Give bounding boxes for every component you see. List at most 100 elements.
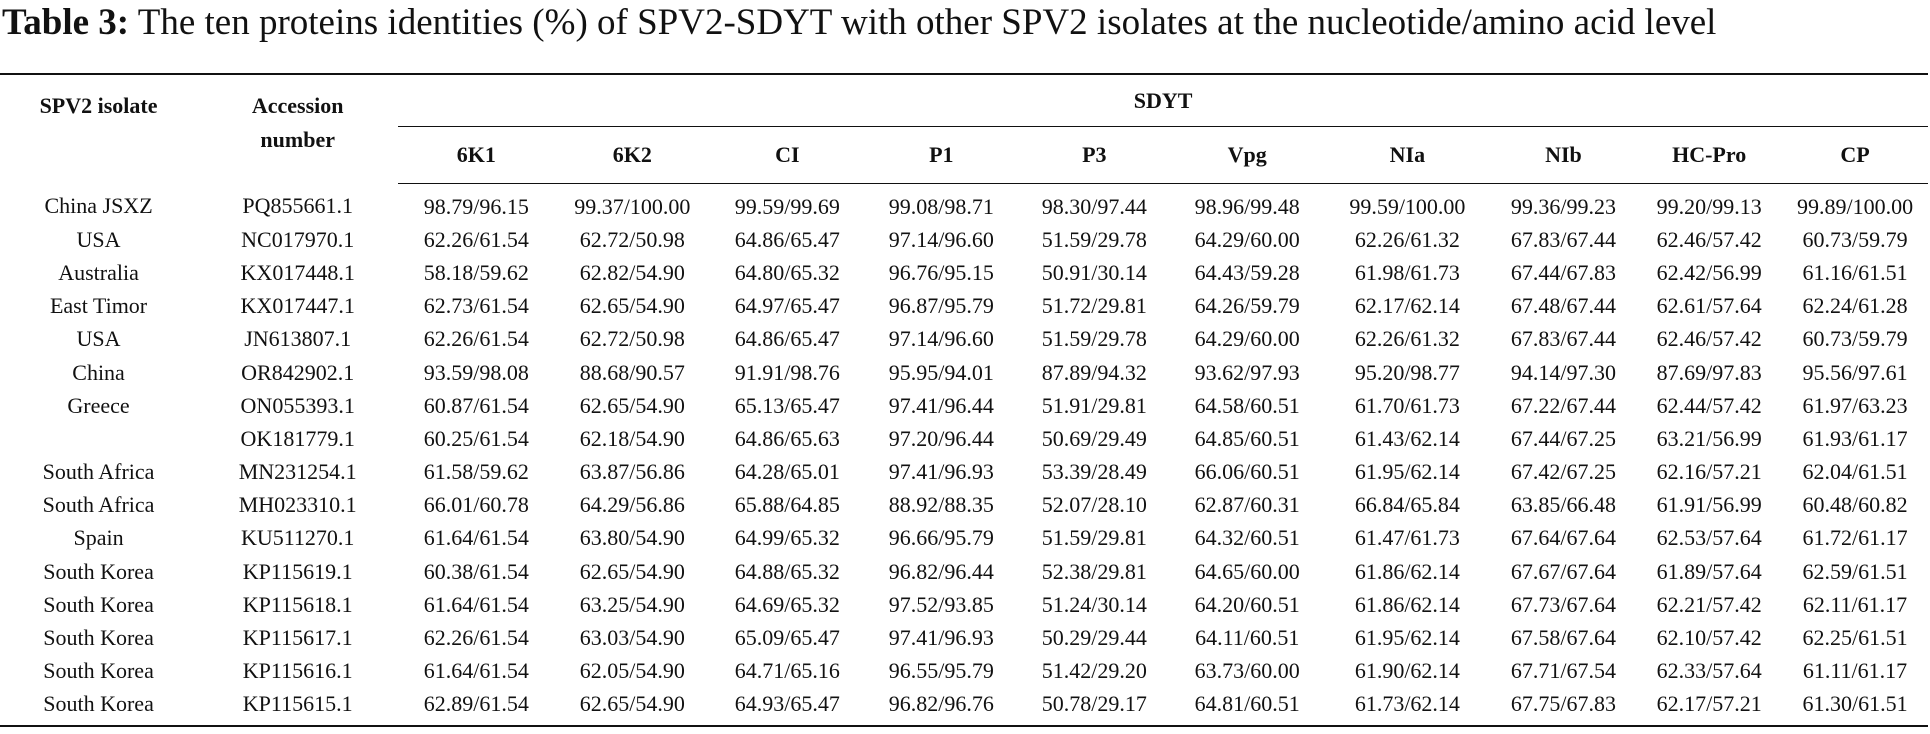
accession-cell: KX017448.1 xyxy=(240,259,355,285)
identity-value-cell: 67.67/67.64 xyxy=(1510,558,1616,584)
identity-value-cell: 67.73/67.64 xyxy=(1510,591,1616,617)
identity-value-cell: 61.86/62.14 xyxy=(1354,591,1460,617)
identity-value-cell: 64.20/60.51 xyxy=(1194,591,1300,617)
table-row: Spain KU511270.1 61.64/61.54 63.80/54.90 64.… xyxy=(0,522,1928,555)
identity-value-cell: 88.92/88.35 xyxy=(888,492,994,518)
isolate-cell: South Korea xyxy=(43,625,154,651)
identity-value-cell: 62.72/50.98 xyxy=(579,326,685,352)
identity-value-cell: 61.43/62.14 xyxy=(1354,425,1460,451)
identity-value-cell: 62.65/54.90 xyxy=(579,293,685,319)
identity-value-cell: 60.73/59.79 xyxy=(1802,226,1908,252)
identity-value-cell: 64.85/60.51 xyxy=(1194,425,1300,451)
accession-cell: PQ855661.1 xyxy=(242,193,353,219)
identity-value-cell: 64.29/60.00 xyxy=(1194,326,1300,352)
table-row: East Timor KX017447.1 62.73/61.54 62.65/54.… xyxy=(0,290,1928,323)
identity-value-cell: 62.65/54.90 xyxy=(579,691,685,717)
identity-value-cell: 98.79/96.15 xyxy=(423,193,529,219)
accession-cell: JN613807.1 xyxy=(244,326,352,352)
accession-cell: KU511270.1 xyxy=(240,525,355,551)
identity-value-cell: 64.43/59.28 xyxy=(1194,259,1300,285)
accession-cell: OK181779.1 xyxy=(240,425,355,451)
protein-column-header: Vpg xyxy=(1170,126,1325,184)
identity-value-cell: 96.66/95.79 xyxy=(888,525,994,551)
identity-value-cell: 61.16/61.51 xyxy=(1802,259,1908,285)
identity-value-cell: 62.65/54.90 xyxy=(579,392,685,418)
identity-value-cell: 67.71/67.54 xyxy=(1510,658,1616,684)
sdyt-group-header: SDYT xyxy=(398,74,1928,127)
identity-value-cell: 51.59/29.81 xyxy=(1041,525,1147,551)
accession-cell: MH023310.1 xyxy=(238,492,357,518)
identity-value-cell: 62.26/61.54 xyxy=(423,226,529,252)
identity-value-cell: 64.58/60.51 xyxy=(1194,392,1300,418)
identity-value-cell: 61.90/62.14 xyxy=(1354,658,1460,684)
identity-value-cell: 61.91/56.99 xyxy=(1656,492,1762,518)
identity-value-cell: 64.32/60.51 xyxy=(1194,525,1300,551)
identity-value-cell: 61.64/61.54 xyxy=(423,591,529,617)
identity-value-cell: 62.44/57.42 xyxy=(1656,392,1762,418)
identity-value-cell: 91.91/98.76 xyxy=(734,359,840,385)
identity-value-cell: 62.18/54.90 xyxy=(579,425,685,451)
identity-value-cell: 96.76/95.15 xyxy=(888,259,994,285)
protein-column-header: CP xyxy=(1782,126,1928,184)
identity-value-cell: 96.87/95.79 xyxy=(888,293,994,319)
identity-value-cell: 61.98/61.73 xyxy=(1354,259,1460,285)
accession-cell: KP115618.1 xyxy=(242,591,353,617)
identity-value-cell: 53.39/28.49 xyxy=(1041,459,1147,485)
protein-header-row: 6K1 6K2 CI P1 P3 Vpg NIa NIb HC-Pro CP xyxy=(0,126,1928,184)
table-row: South Korea KP115617.1 62.26/61.54 63.03/54… xyxy=(0,621,1928,654)
identity-value-cell: 67.64/67.64 xyxy=(1510,525,1616,551)
identity-value-cell: 64.88/65.32 xyxy=(734,558,840,584)
identity-value-cell: 62.65/54.90 xyxy=(579,558,685,584)
isolate-cell: South Korea xyxy=(43,591,154,617)
identity-value-cell: 64.86/65.47 xyxy=(734,326,840,352)
identity-value-cell: 67.83/67.44 xyxy=(1510,326,1616,352)
identity-value-cell: 64.28/65.01 xyxy=(734,459,840,485)
identity-value-cell: 64.26/59.79 xyxy=(1194,293,1300,319)
identity-value-cell: 64.86/65.47 xyxy=(734,226,840,252)
identity-value-cell: 62.17/57.21 xyxy=(1656,691,1762,717)
identity-value-cell: 95.20/98.77 xyxy=(1354,359,1460,385)
identity-value-cell: 87.69/97.83 xyxy=(1656,359,1762,385)
identity-value-cell: 98.30/97.44 xyxy=(1041,193,1147,219)
identity-value-cell: 67.42/67.25 xyxy=(1510,459,1616,485)
identity-value-cell: 62.87/60.31 xyxy=(1194,492,1300,518)
identity-value-cell: 97.14/96.60 xyxy=(888,226,994,252)
isolate-column-header: SPV2 isolate xyxy=(39,93,158,118)
identity-value-cell: 62.46/57.42 xyxy=(1656,326,1762,352)
table-row: South Africa MH023310.1 66.01/60.78 64.29/5… xyxy=(0,489,1928,522)
accession-cell: KP115617.1 xyxy=(242,625,353,651)
identity-value-cell: 95.56/97.61 xyxy=(1802,359,1908,385)
identity-value-cell: 97.41/96.44 xyxy=(888,392,994,418)
identity-value-cell: 61.86/62.14 xyxy=(1354,558,1460,584)
identity-value-cell: 50.29/29.44 xyxy=(1041,625,1147,651)
identity-value-cell: 88.68/90.57 xyxy=(579,359,685,385)
accession-cell: KX017447.1 xyxy=(240,293,355,319)
identity-value-cell: 96.55/95.79 xyxy=(888,658,994,684)
table-row: Greece ON055393.1 60.87/61.54 62.65/54.90 65… xyxy=(0,389,1928,422)
identity-value-cell: 97.20/96.44 xyxy=(888,425,994,451)
identity-value-cell: 64.80/65.32 xyxy=(734,259,840,285)
identity-value-cell: 62.61/57.64 xyxy=(1656,293,1762,319)
identity-value-cell: 62.82/54.90 xyxy=(579,259,685,285)
identity-value-cell: 96.82/96.76 xyxy=(888,691,994,717)
identity-value-cell: 62.72/50.98 xyxy=(579,226,685,252)
identity-value-cell: 60.87/61.54 xyxy=(423,392,529,418)
identity-value-cell: 60.25/61.54 xyxy=(423,425,529,451)
isolate-cell: China JSXZ xyxy=(44,193,153,219)
identity-value-cell: 51.42/29.20 xyxy=(1041,658,1147,684)
table-row: South Korea KP115615.1 62.89/61.54 62.65/54… xyxy=(0,688,1928,726)
identity-value-cell: 67.44/67.25 xyxy=(1510,425,1616,451)
table-row: South Korea KP115619.1 60.38/61.54 62.65/54… xyxy=(0,555,1928,588)
identity-value-cell: 52.07/28.10 xyxy=(1041,492,1147,518)
identity-value-cell: 64.86/65.63 xyxy=(734,425,840,451)
identity-value-cell: 58.18/59.62 xyxy=(423,259,529,285)
accession-cell: NC017970.1 xyxy=(241,226,355,252)
identity-value-cell: 67.22/67.44 xyxy=(1510,392,1616,418)
identity-value-cell: 99.89/100.00 xyxy=(1796,193,1914,219)
identity-value-cell: 62.16/57.21 xyxy=(1656,459,1762,485)
identity-value-cell: 99.08/98.71 xyxy=(888,193,994,219)
isolate-cell: South Korea xyxy=(43,691,154,717)
accession-cell: KP115615.1 xyxy=(242,691,353,717)
identity-value-cell: 63.25/54.90 xyxy=(579,591,685,617)
